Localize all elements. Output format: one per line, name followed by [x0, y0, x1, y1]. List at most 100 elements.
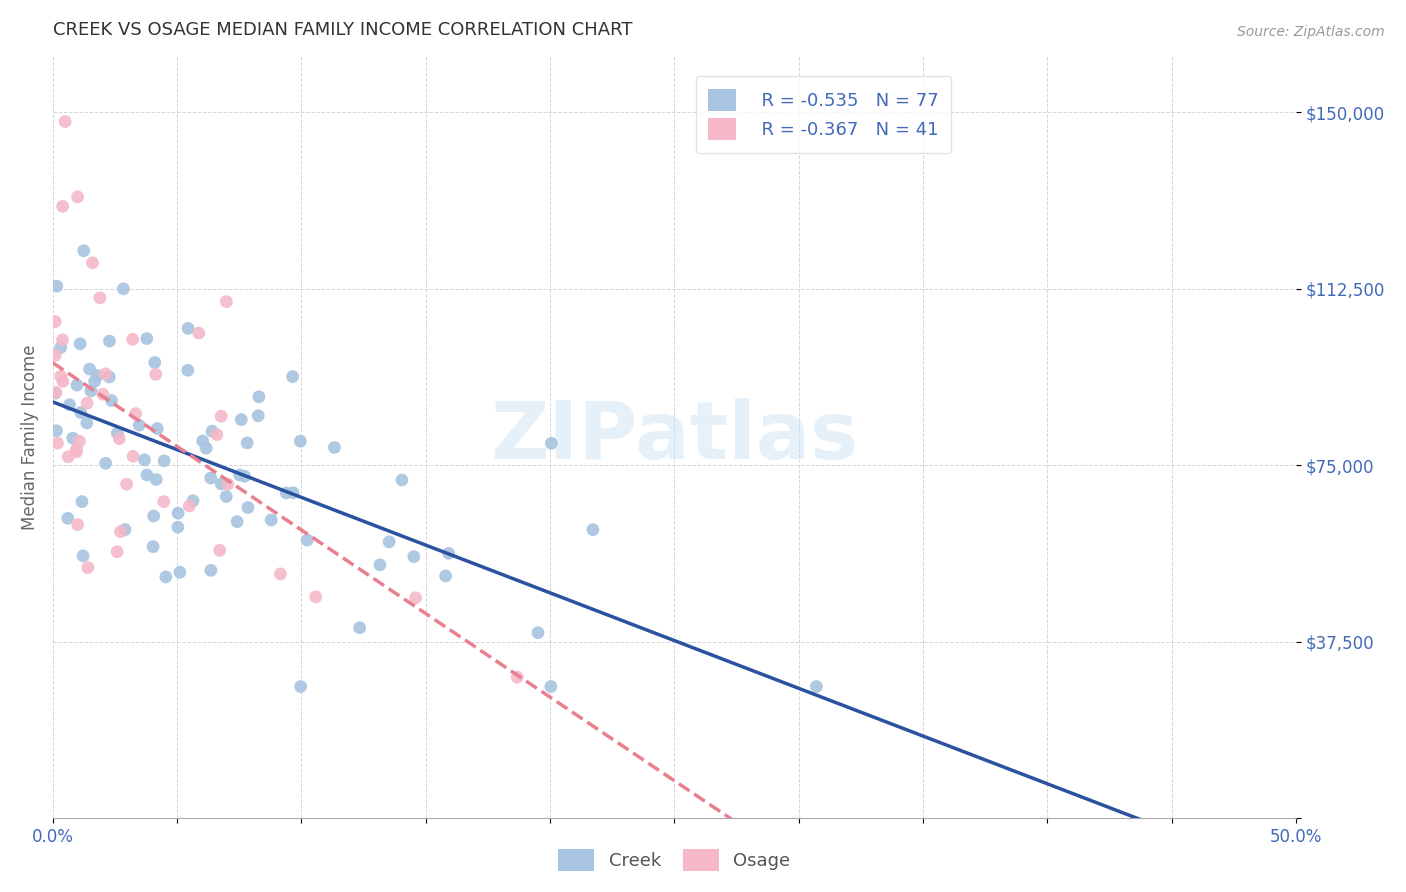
Point	[209, 476, 232, 491]
Point	[297, 533, 319, 547]
Point	[105, 545, 128, 559]
Point	[70, 494, 93, 508]
Point	[155, 570, 177, 584]
Point	[44, 386, 66, 401]
Point	[134, 453, 156, 467]
Point	[122, 450, 145, 464]
Point	[53, 114, 76, 128]
Point	[281, 485, 304, 500]
Point	[179, 499, 201, 513]
Point	[69, 336, 91, 351]
Point	[76, 416, 98, 430]
Point	[540, 436, 562, 450]
Point	[142, 540, 165, 554]
Point	[142, 508, 165, 523]
Point	[51, 333, 73, 347]
Point	[166, 520, 188, 534]
Point	[167, 506, 190, 520]
Point	[236, 436, 259, 450]
Point	[105, 425, 128, 440]
Point	[100, 393, 122, 408]
Point	[83, 375, 105, 389]
Point	[391, 473, 413, 487]
Point	[49, 369, 72, 384]
Point	[143, 355, 166, 369]
Point	[89, 291, 111, 305]
Point	[124, 407, 146, 421]
Point	[187, 326, 209, 340]
Point	[368, 558, 391, 572]
Point	[540, 680, 562, 694]
Point	[378, 534, 401, 549]
Point	[62, 431, 84, 445]
Point	[323, 441, 346, 455]
Point	[290, 680, 312, 694]
Point	[45, 279, 67, 293]
Point	[65, 445, 87, 459]
Point	[209, 409, 232, 424]
Point	[91, 387, 114, 401]
Point	[44, 348, 66, 362]
Point	[110, 524, 132, 539]
Text: Source: ZipAtlas.com: Source: ZipAtlas.com	[1237, 25, 1385, 39]
Point	[247, 390, 270, 404]
Point	[181, 493, 204, 508]
Point	[208, 543, 231, 558]
Point	[80, 384, 103, 398]
Point	[177, 363, 200, 377]
Point	[44, 315, 66, 329]
Point	[405, 591, 427, 605]
Text: ZIPatlas: ZIPatlas	[491, 398, 859, 476]
Point	[527, 625, 550, 640]
Point	[79, 362, 101, 376]
Point	[52, 199, 75, 213]
Point	[115, 477, 138, 491]
Point	[82, 256, 104, 270]
Point	[200, 563, 222, 577]
Point	[169, 566, 191, 580]
Point	[236, 500, 259, 515]
Point	[86, 368, 108, 383]
Point	[108, 432, 131, 446]
Point	[98, 334, 121, 348]
Point	[231, 412, 253, 426]
Point	[215, 490, 238, 504]
Point	[437, 546, 460, 560]
Point	[247, 409, 270, 423]
Point	[69, 405, 91, 419]
Point	[146, 421, 169, 435]
Point	[269, 566, 291, 581]
Point	[56, 511, 79, 525]
Text: CREEK VS OSAGE MEDIAN FAMILY INCOME CORRELATION CHART: CREEK VS OSAGE MEDIAN FAMILY INCOME CORR…	[52, 21, 633, 39]
Point	[276, 486, 298, 500]
Point	[506, 670, 529, 684]
Point	[226, 515, 249, 529]
Point	[76, 560, 98, 574]
Point	[217, 477, 239, 491]
Point	[52, 375, 75, 389]
Point	[94, 456, 117, 470]
Point	[72, 549, 94, 563]
Legend: Creek, Osage: Creek, Osage	[551, 841, 797, 878]
Point	[112, 282, 135, 296]
Point	[145, 473, 167, 487]
Point	[402, 549, 425, 564]
Point	[128, 418, 150, 433]
Point	[135, 467, 157, 482]
Point	[305, 590, 328, 604]
Point	[153, 454, 176, 468]
Point	[56, 450, 79, 464]
Point	[121, 332, 143, 346]
Point	[434, 569, 457, 583]
Point	[215, 294, 238, 309]
Point	[65, 442, 87, 457]
Point	[45, 385, 67, 400]
Point	[76, 396, 98, 410]
Point	[73, 244, 96, 258]
Point	[152, 494, 174, 508]
Point	[290, 434, 312, 449]
Point	[94, 367, 117, 381]
Y-axis label: Median Family Income: Median Family Income	[21, 344, 39, 530]
Point	[281, 369, 304, 384]
Point	[582, 523, 605, 537]
